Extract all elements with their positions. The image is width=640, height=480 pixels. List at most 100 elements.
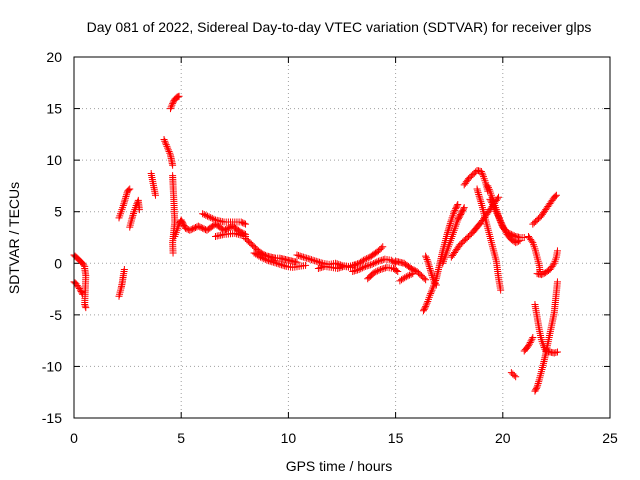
- data-point: [318, 263, 326, 271]
- data-point: [293, 251, 301, 259]
- data-point: [512, 373, 520, 381]
- data-point: [81, 301, 89, 309]
- data-point: [263, 256, 271, 264]
- plot-frame: [73, 56, 611, 419]
- data-point: [317, 259, 325, 267]
- data-point: [404, 272, 412, 280]
- data-point: [128, 215, 136, 223]
- data-point: [164, 146, 172, 154]
- data-point: [169, 249, 177, 257]
- data-point: [445, 225, 453, 233]
- data-point: [424, 259, 432, 267]
- data-point: [175, 92, 183, 100]
- data-point: [493, 195, 501, 203]
- data-point: [540, 344, 548, 352]
- data-point: [485, 184, 493, 192]
- data-point: [279, 261, 287, 269]
- y-tick-label: -5: [50, 307, 63, 323]
- data-point: [359, 256, 367, 264]
- data-point: [421, 304, 429, 312]
- data-point: [120, 265, 128, 273]
- data-point: [242, 220, 250, 228]
- data-point: [501, 225, 509, 233]
- data-point: [364, 254, 372, 262]
- data-point: [510, 371, 518, 379]
- data-point: [476, 196, 484, 204]
- data-point: [499, 222, 507, 230]
- x-tick-label: 25: [602, 430, 618, 446]
- data-point: [375, 266, 383, 274]
- data-point: [165, 148, 173, 156]
- data-point: [238, 231, 246, 239]
- data-point: [445, 223, 453, 231]
- data-point: [425, 261, 433, 269]
- data-point: [392, 267, 400, 275]
- data-point: [190, 224, 198, 232]
- data-point: [240, 219, 248, 227]
- data-point: [334, 264, 342, 272]
- data-point: [485, 185, 493, 193]
- data-point: [380, 264, 388, 272]
- y-tick-label: 20: [46, 49, 62, 65]
- data-point: [358, 257, 366, 265]
- y-axis-label: SDTVAR / TECUs: [6, 182, 22, 294]
- data-point: [181, 224, 189, 232]
- data-point: [426, 291, 434, 299]
- data-point: [427, 288, 435, 296]
- data-point: [295, 252, 303, 260]
- data-point: [432, 281, 440, 289]
- data-point: [378, 256, 386, 264]
- data-point: [407, 270, 415, 278]
- data-point: [187, 226, 195, 234]
- data-point: [477, 167, 485, 175]
- data-point: [197, 224, 205, 232]
- data-point: [444, 229, 452, 237]
- data-point: [354, 266, 362, 274]
- data-point: [299, 253, 307, 261]
- data-point: [120, 198, 128, 206]
- data-point: [168, 101, 176, 109]
- data-point: [460, 204, 468, 212]
- data-point: [200, 211, 208, 219]
- data-point: [407, 264, 415, 272]
- data-point: [512, 239, 520, 247]
- data-point: [357, 265, 365, 273]
- data-point: [533, 383, 541, 391]
- data-point: [422, 276, 430, 284]
- data-point: [363, 262, 371, 270]
- data-point: [459, 205, 467, 213]
- data-point: [373, 267, 381, 275]
- data-point: [335, 264, 343, 272]
- data-point: [365, 261, 373, 269]
- data-point: [446, 221, 454, 229]
- data-point: [444, 227, 452, 235]
- data-point: [309, 256, 317, 264]
- data-point: [312, 257, 320, 265]
- data-point: [534, 379, 542, 387]
- data-point: [274, 260, 282, 268]
- data-point: [202, 211, 210, 219]
- data-point: [486, 195, 494, 203]
- x-tick-label: 20: [495, 430, 511, 446]
- data-point: [122, 193, 130, 201]
- data-point: [549, 261, 557, 269]
- data-point: [422, 254, 430, 262]
- data-point: [234, 230, 242, 238]
- data-point: [163, 142, 171, 150]
- data-point: [516, 237, 524, 245]
- data-point: [303, 254, 311, 262]
- y-tick-label: -10: [42, 358, 62, 374]
- data-point: [151, 191, 159, 199]
- y-tick-label: 0: [54, 255, 62, 271]
- data-point: [424, 257, 432, 265]
- data-point: [526, 338, 534, 346]
- data-point: [378, 265, 386, 273]
- data-point: [428, 270, 436, 278]
- data-point: [164, 144, 172, 152]
- data-point: [535, 378, 543, 386]
- data-point: [553, 348, 561, 356]
- data-point: [276, 260, 284, 268]
- data-point: [277, 261, 285, 269]
- data-point: [394, 268, 402, 276]
- data-point: [525, 340, 533, 348]
